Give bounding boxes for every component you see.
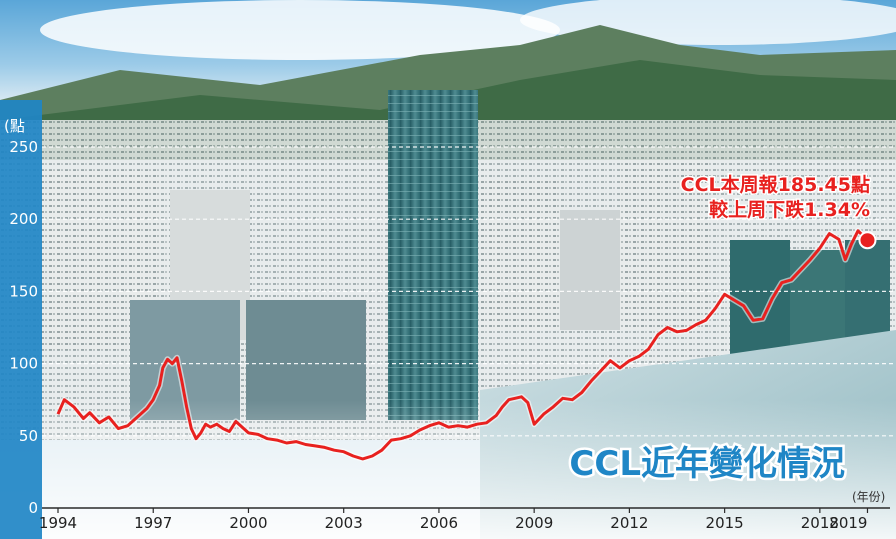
y-tick-label: 100: [9, 355, 38, 373]
x-tick-label: 1994: [39, 514, 77, 532]
y-tick-label: 0: [28, 499, 38, 517]
y-tick-label: 150: [9, 282, 38, 300]
x-tick-label: 2012: [610, 514, 648, 532]
x-tick-label: 2015: [706, 514, 744, 532]
x-tick-label: 2018: [801, 514, 839, 532]
x-axis-unit-label: (年份): [852, 490, 885, 504]
callout-line-1: CCL本周報185.45點: [681, 173, 870, 196]
gridlines: [42, 146, 896, 437]
y-axis-unit-label: (點: [4, 117, 25, 135]
x-tick-label: 1997: [134, 514, 172, 532]
x-tick-label: 2003: [325, 514, 363, 532]
x-tick-label: 2009: [515, 514, 553, 532]
x-tick-label: 2000: [229, 514, 267, 532]
x-tick-label: 2019: [829, 514, 867, 532]
series-line: [56, 229, 869, 461]
y-tick-label: 250: [9, 138, 38, 156]
callout-line-2: 較上周下跌1.34%: [709, 198, 870, 221]
y-axis-panel: [0, 100, 42, 539]
series-lines: [55, 227, 870, 462]
y-tick-label: 200: [9, 210, 38, 228]
latest-value-marker: [858, 231, 877, 250]
x-tick-label: 2006: [420, 514, 458, 532]
y-axis-ticks: 0 50 100 150 200 250: [9, 138, 38, 517]
latest-value-callout: CCL本周報185.45點 較上周下跌1.34%: [679, 172, 871, 223]
chart-title: CCL近年變化情況: [569, 444, 845, 484]
y-tick-label: 50: [19, 427, 38, 445]
